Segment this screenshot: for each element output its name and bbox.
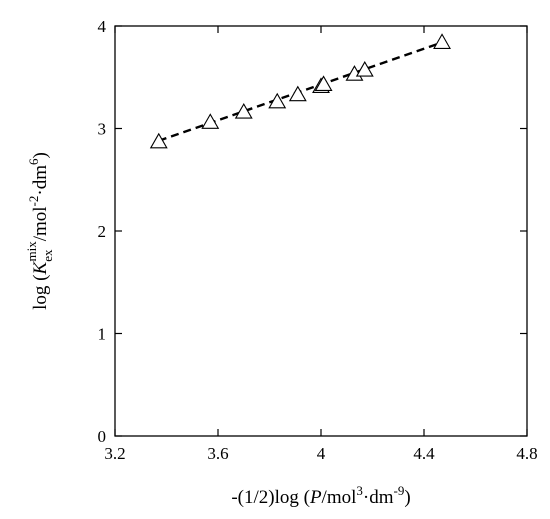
data-point-triangle: [433, 33, 451, 49]
y-tick-label: 0: [98, 427, 107, 446]
data-point-triangle: [201, 113, 220, 129]
y-tick-label: 3: [98, 120, 107, 139]
data-markers: [149, 33, 451, 149]
data-point-triangle: [355, 60, 374, 77]
x-tick-label: 3.2: [104, 444, 125, 463]
y-axis-title: log (Kexmix/mol-2·dm6): [24, 152, 55, 310]
data-point-triangle: [149, 132, 168, 149]
y-tick-label: 4: [98, 17, 107, 36]
data-point-triangle: [234, 102, 253, 119]
y-tick-label: 2: [98, 222, 107, 241]
data-point-triangle: [314, 75, 333, 91]
y-tick-label: 1: [98, 325, 107, 344]
x-tick-label: 4.8: [516, 444, 537, 463]
data-point-triangle: [288, 85, 307, 102]
x-tick-label: 4: [317, 444, 326, 463]
data-point-triangle: [268, 92, 287, 109]
axis-ticks: [114, 25, 528, 437]
x-tick-label: 4.4: [413, 444, 435, 463]
x-tick-label: 3.6: [207, 444, 228, 463]
tick-labels: 3.2 3.6 4 4.4 4.8 0 1 2 3 4: [98, 17, 538, 463]
x-axis-title: -(1/2)log (P/mol3·dm-9): [231, 483, 410, 508]
